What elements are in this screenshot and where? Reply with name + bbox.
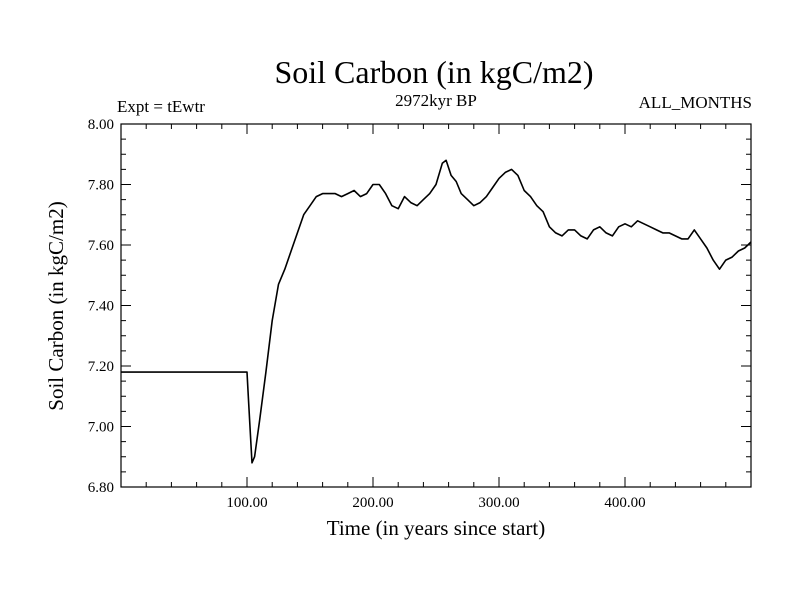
time-period-label: 2972kyr BP — [395, 91, 477, 110]
y-tick-label: 7.80 — [88, 178, 114, 194]
axis-ticks — [121, 123, 751, 488]
soil-carbon-series-line — [121, 159, 752, 464]
x-axis-label: Time (in years since start) — [327, 516, 546, 540]
x-tick-labels: 100.00 200.00 300.00 400.00 — [226, 495, 645, 511]
y-axis-label: Soil Carbon (in kgC/m2) — [44, 201, 68, 410]
y-tick-labels: 6.80 7.00 7.20 7.40 7.60 7.80 8.00 — [88, 117, 114, 496]
months-label: ALL_MONTHS — [639, 93, 752, 112]
chart-title: Soil Carbon (in kgC/m2) — [274, 54, 593, 90]
x-tick-label: 200.00 — [352, 495, 393, 511]
y-tick-label: 7.60 — [88, 238, 114, 254]
x-tick-label: 100.00 — [226, 495, 267, 511]
y-tick-label: 7.20 — [88, 359, 114, 375]
plot-frame — [120, 123, 752, 488]
y-tick-label: 8.00 — [88, 117, 114, 133]
y-tick-label: 6.80 — [88, 480, 114, 496]
y-tick-label: 7.00 — [88, 420, 114, 436]
experiment-label: Expt = tEwtr — [117, 97, 205, 116]
x-tick-label: 400.00 — [604, 495, 645, 511]
y-tick-label: 7.40 — [88, 299, 114, 315]
x-tick-label: 300.00 — [478, 495, 519, 511]
